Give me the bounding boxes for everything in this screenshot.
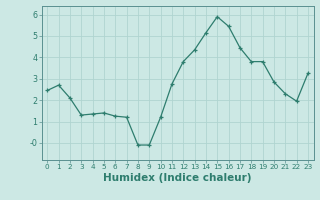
X-axis label: Humidex (Indice chaleur): Humidex (Indice chaleur) bbox=[103, 173, 252, 183]
